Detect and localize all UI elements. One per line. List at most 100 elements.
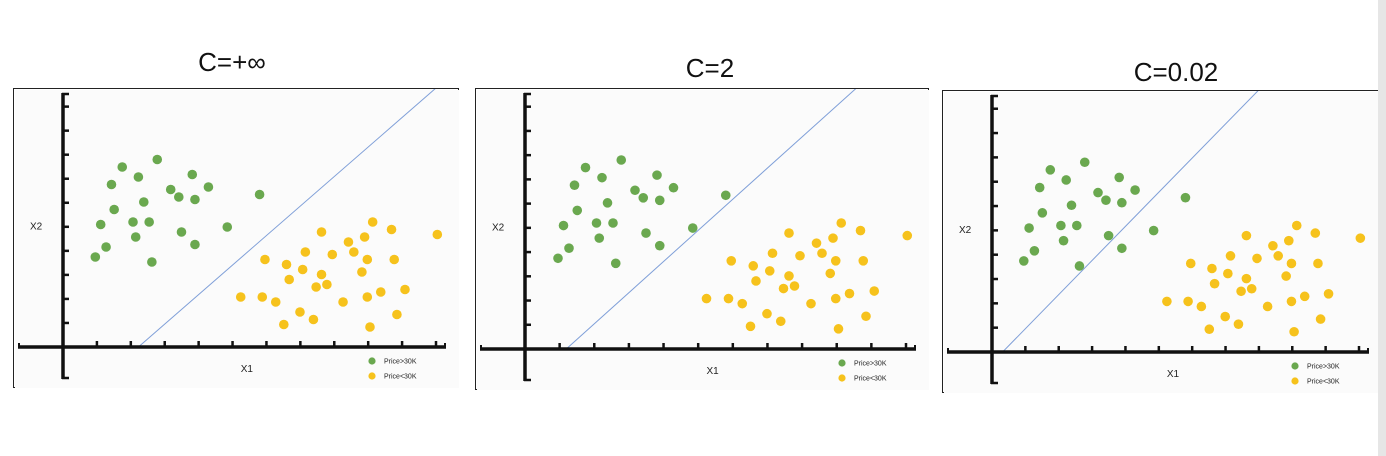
y-axis-label: X2 xyxy=(959,225,972,236)
point-price-above-30k xyxy=(654,240,665,251)
point-price-below-30k xyxy=(869,286,880,296)
point-price-above-30k xyxy=(1117,243,1127,254)
point-price-above-30k xyxy=(152,154,163,165)
point-price-below-30k xyxy=(726,256,737,266)
point-price-above-30k xyxy=(1034,182,1045,193)
point-price-above-30k xyxy=(572,205,583,216)
x-axis-label: X1 xyxy=(241,364,254,375)
point-price-below-30k xyxy=(327,249,338,260)
point-price-above-30k xyxy=(133,172,144,182)
point-price-above-30k xyxy=(190,239,200,250)
point-price-above-30k xyxy=(594,233,605,243)
point-price-above-30k xyxy=(564,243,574,253)
point-price-below-30k xyxy=(775,316,786,327)
point-price-below-30k xyxy=(1252,253,1262,264)
point-price-above-30k xyxy=(1058,235,1069,246)
point-price-above-30k xyxy=(1117,197,1127,208)
point-price-above-30k xyxy=(106,179,117,190)
point-price-above-30k xyxy=(95,219,106,230)
point-price-above-30k xyxy=(654,195,665,206)
point-price-below-30k xyxy=(308,314,319,325)
point-price-below-30k xyxy=(362,292,373,302)
point-price-below-30k xyxy=(1223,268,1233,279)
point-price-above-30k xyxy=(130,232,141,242)
scrollbar-track[interactable] xyxy=(1378,0,1386,456)
point-price-above-30k xyxy=(668,182,679,193)
decision-boundary xyxy=(138,89,436,347)
y-axis-label: X2 xyxy=(492,223,505,234)
point-price-above-30k xyxy=(638,193,649,203)
point-price-above-30k xyxy=(101,242,111,252)
point-price-below-30k xyxy=(1225,251,1236,261)
chart-plot-2: X1 X2 Price>30K Price<30K xyxy=(477,89,929,390)
point-price-above-30k xyxy=(1045,165,1056,175)
point-price-above-30k xyxy=(176,227,187,237)
point-price-above-30k xyxy=(109,204,119,215)
point-price-above-30k xyxy=(1103,230,1114,241)
point-price-below-30k xyxy=(316,269,327,280)
point-price-below-30k xyxy=(858,256,869,266)
point-price-below-30k xyxy=(322,279,332,290)
chart-plot-3: X1 X2 Price>30K Price<30K xyxy=(944,91,1382,393)
point-price-below-30k xyxy=(1207,263,1217,274)
point-price-above-30k xyxy=(90,252,101,262)
point-price-below-30k xyxy=(1310,228,1321,238)
point-price-above-30k xyxy=(128,217,138,227)
plot-background xyxy=(15,90,459,388)
legend-label: Price<30K xyxy=(1307,379,1340,386)
point-price-below-30k xyxy=(830,293,841,304)
decision-boundary xyxy=(565,89,857,349)
plot-background xyxy=(477,90,929,390)
point-price-above-30k xyxy=(222,222,233,232)
point-price-below-30k xyxy=(260,254,270,265)
point-price-below-30k xyxy=(778,283,789,294)
point-price-below-30k xyxy=(281,259,292,270)
legend-label: Price>30K xyxy=(384,359,417,366)
point-price-above-30k xyxy=(569,180,580,190)
point-price-above-30k xyxy=(591,218,602,228)
point-price-below-30k xyxy=(386,224,397,235)
point-price-below-30k xyxy=(762,308,772,319)
legend-label: Price<30K xyxy=(384,374,417,381)
legend-label: Price>30K xyxy=(854,361,887,368)
legend-marker xyxy=(1291,362,1299,370)
point-price-below-30k xyxy=(1281,271,1291,281)
point-price-below-30k xyxy=(270,297,281,307)
point-price-below-30k xyxy=(825,268,836,279)
point-price-below-30k xyxy=(1289,326,1299,337)
point-price-above-30k xyxy=(117,162,128,172)
point-price-below-30k xyxy=(1233,319,1244,329)
point-price-above-30k xyxy=(558,220,569,231)
point-price-below-30k xyxy=(284,274,295,285)
point-price-above-30k xyxy=(1180,192,1191,203)
point-price-below-30k xyxy=(235,292,246,302)
point-price-below-30k xyxy=(1241,273,1252,284)
point-price-below-30k xyxy=(723,293,734,304)
chart-title-1: C=+∞ xyxy=(198,47,266,77)
y-axis-label: X2 xyxy=(30,222,43,233)
legend-label: Price<30K xyxy=(854,376,887,383)
point-price-above-30k xyxy=(1093,187,1103,198)
point-price-above-30k xyxy=(203,182,214,192)
point-price-below-30k xyxy=(1162,296,1172,307)
point-price-below-30k xyxy=(1246,283,1257,294)
chart-panel-1: X1 X2 Price>30K Price<30K xyxy=(13,88,459,388)
point-price-below-30k xyxy=(745,321,756,332)
point-price-below-30k xyxy=(1241,230,1252,241)
point-price-below-30k xyxy=(861,311,871,322)
point-price-above-30k xyxy=(1148,225,1159,236)
point-price-below-30k xyxy=(392,309,402,320)
point-price-below-30k xyxy=(784,228,794,238)
legend-marker xyxy=(838,374,846,382)
point-price-below-30k xyxy=(828,233,838,243)
point-price-below-30k xyxy=(836,218,847,228)
point-price-above-30k xyxy=(602,198,613,208)
point-price-below-30k xyxy=(1355,233,1366,243)
legend-label: Price>30K xyxy=(1307,364,1340,371)
point-price-below-30k xyxy=(311,282,321,292)
point-price-above-30k xyxy=(616,155,627,165)
point-price-below-30k xyxy=(817,248,827,259)
point-price-above-30k xyxy=(580,162,591,173)
point-price-below-30k xyxy=(767,248,778,259)
point-price-below-30k xyxy=(295,307,305,317)
